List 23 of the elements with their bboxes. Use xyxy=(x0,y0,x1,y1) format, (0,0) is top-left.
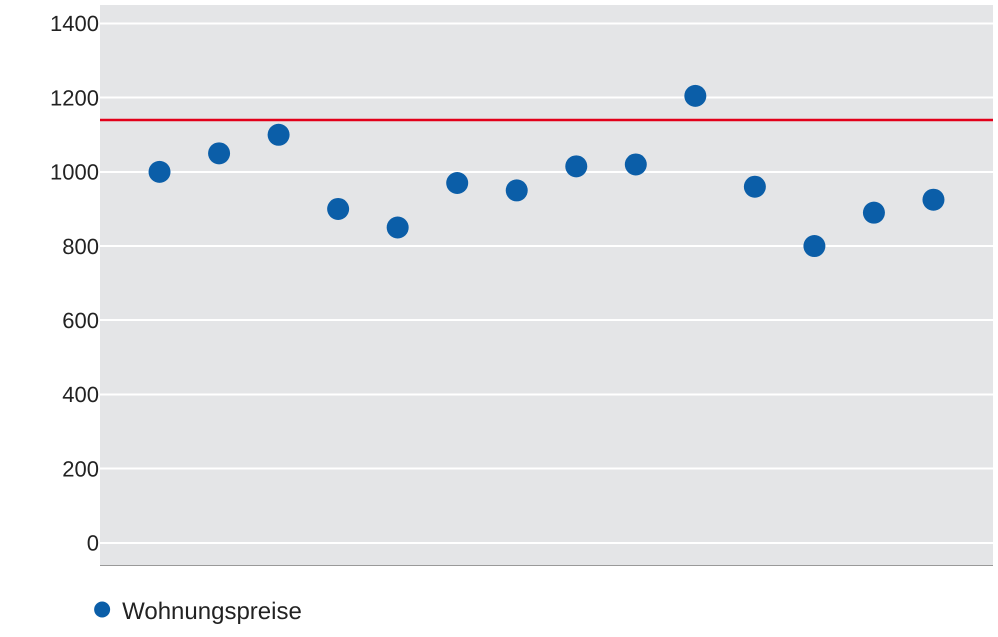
point xyxy=(148,160,171,183)
point xyxy=(386,216,409,239)
y-tick-label: 0 xyxy=(86,530,99,556)
point xyxy=(744,176,766,198)
y-tick-label: 1400 xyxy=(50,11,99,36)
y-tick-label: 200 xyxy=(62,456,99,482)
y-tick-label: 400 xyxy=(62,382,99,408)
point xyxy=(624,153,647,176)
y-tick-label: 800 xyxy=(62,234,99,259)
point xyxy=(565,155,588,178)
point xyxy=(684,84,706,107)
point xyxy=(862,202,885,224)
point xyxy=(446,172,468,194)
point xyxy=(327,198,350,220)
y-tick-label: 600 xyxy=(62,308,99,333)
point xyxy=(208,142,230,164)
point xyxy=(506,179,528,202)
point xyxy=(268,124,290,146)
y-tick-label: 1200 xyxy=(50,85,99,110)
point xyxy=(922,188,944,211)
point xyxy=(803,235,826,258)
legend-label: Wohnungspreise xyxy=(122,598,302,625)
y-tick-label: 1000 xyxy=(50,160,99,185)
